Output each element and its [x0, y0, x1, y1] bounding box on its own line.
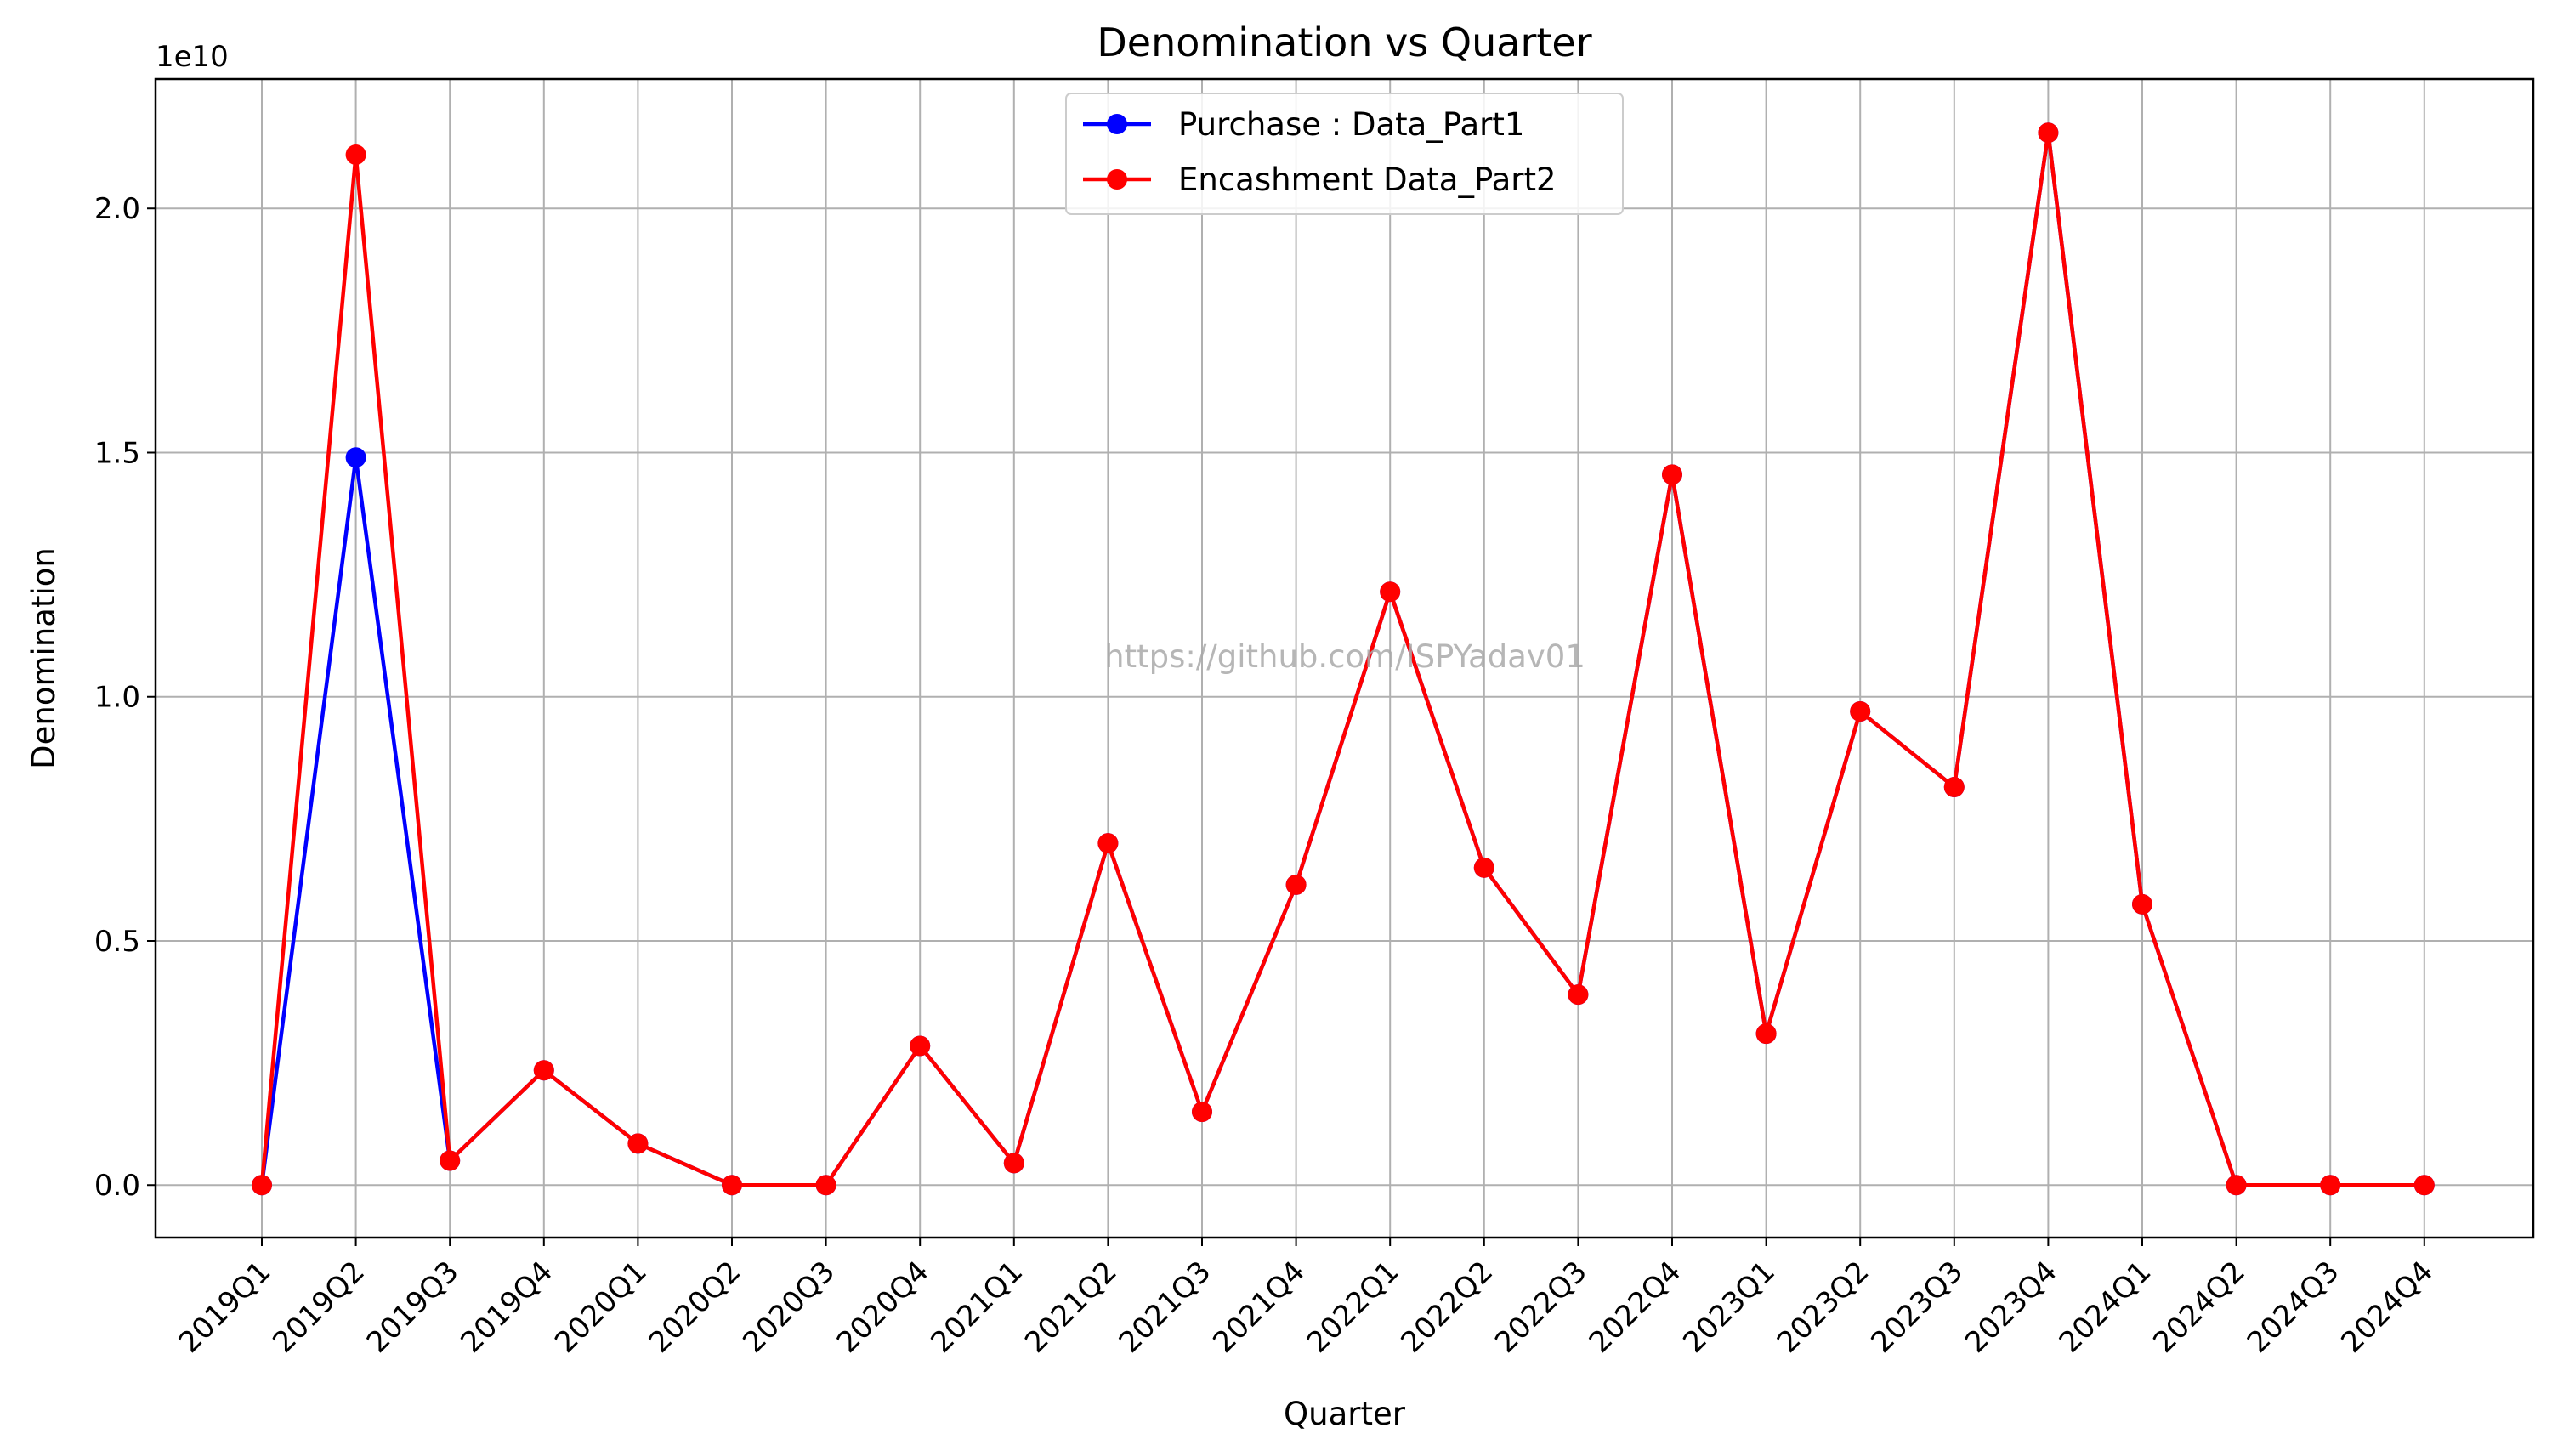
legend-box [1065, 93, 1624, 215]
data-point [252, 1175, 272, 1196]
data-point [345, 447, 366, 468]
series-layer [252, 122, 2435, 1196]
chart-title: Denomination vs Quarter [1097, 20, 1591, 65]
y-tick-label: 0.5 [94, 925, 140, 959]
watermark: https://github.com/ISPYadav01 [1104, 638, 1585, 675]
grid [156, 79, 2533, 1238]
data-point [1097, 833, 1119, 854]
y-tick-label: 2.0 [94, 192, 140, 226]
data-point [345, 144, 366, 166]
legend-marker [1107, 169, 1127, 190]
data-point [440, 1150, 461, 1171]
data-point [2320, 1175, 2341, 1196]
legend: Purchase : Data_Part1 Encashment Data_Par… [1065, 93, 1624, 215]
data-point [1003, 1153, 1024, 1174]
data-point [722, 1175, 742, 1196]
data-point [1943, 777, 1965, 798]
y-tick-label: 1.5 [94, 436, 140, 470]
data-point [1192, 1102, 1212, 1123]
data-point [2132, 893, 2152, 915]
legend-marker [1107, 114, 1127, 134]
y-ticks: 0.0 0.5 1.0 1.5 2.0 [94, 192, 156, 1203]
series-line [259, 130, 2424, 1187]
plot-frame [154, 77, 2535, 1239]
data-point [1568, 984, 1589, 1006]
data-point [2413, 1175, 2435, 1196]
data-point [1755, 1023, 1777, 1045]
data-point [1380, 581, 1401, 603]
x-axis-label: Quarter [1284, 1396, 1406, 1432]
data-point [1473, 857, 1494, 878]
y-axis-label: Denomination [26, 547, 62, 769]
data-point [815, 1175, 836, 1196]
data-point [910, 1035, 931, 1057]
data-point [2038, 122, 2059, 144]
y-tick-label: 1.0 [94, 681, 140, 715]
series-2 [252, 122, 2435, 1196]
y-tick-label: 0.0 [94, 1169, 140, 1203]
data-point [1850, 700, 1871, 722]
data-point [1285, 874, 1307, 895]
data-point [533, 1060, 554, 1081]
legend-label: Purchase : Data_Part1 [1178, 106, 1524, 143]
y-offset-label: 1e10 [156, 40, 229, 74]
legend-label: Encashment Data_Part2 [1178, 161, 1557, 198]
data-point [1662, 464, 1682, 485]
data-point [627, 1133, 649, 1154]
data-point [2226, 1175, 2247, 1196]
